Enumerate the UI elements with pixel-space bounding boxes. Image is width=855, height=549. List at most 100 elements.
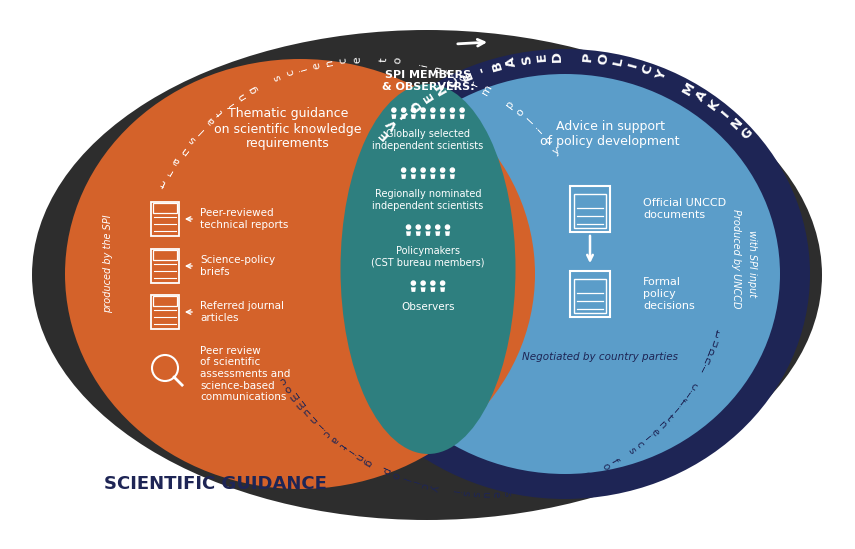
Text: f: f [677,398,687,408]
Circle shape [421,281,425,285]
Text: C: C [640,63,656,76]
Polygon shape [430,114,435,119]
Polygon shape [440,175,445,179]
Polygon shape [411,175,416,179]
Text: i: i [535,126,545,135]
Ellipse shape [320,49,810,499]
Text: a: a [204,115,216,126]
Polygon shape [401,114,406,119]
Text: -: - [475,65,489,74]
Text: s: s [186,134,198,145]
Text: i: i [683,390,692,400]
Circle shape [392,108,396,112]
Text: Science-policy
briefs: Science-policy briefs [200,255,275,277]
Text: n: n [702,356,712,368]
Text: l: l [526,116,535,126]
Text: n: n [657,419,668,432]
Text: Observers: Observers [401,302,455,312]
Text: E: E [375,126,391,142]
Polygon shape [460,114,464,119]
Polygon shape [450,114,455,119]
Text: B: B [489,59,504,72]
Text: E: E [460,68,475,82]
Text: o: o [282,382,293,394]
Text: i: i [522,489,532,494]
Circle shape [426,225,430,229]
Text: p: p [504,98,516,110]
Text: S: S [520,53,534,65]
Text: s: s [626,446,637,456]
Text: with SPI input: with SPI input [747,231,757,298]
Circle shape [411,108,416,112]
Text: O: O [596,52,610,65]
Text: i: i [642,434,652,443]
Text: y: y [428,484,439,492]
Polygon shape [450,175,455,179]
Circle shape [411,168,416,172]
Text: C: C [446,74,462,88]
Ellipse shape [350,74,780,474]
Text: f: f [609,457,619,466]
Text: i: i [420,63,430,68]
Text: a: a [327,434,339,445]
Text: t: t [379,57,389,62]
Text: Referred journal
articles: Referred journal articles [200,301,284,323]
Text: i: i [345,447,355,456]
Text: D: D [551,51,564,62]
Text: p: p [705,347,716,358]
Text: produced by the SPI: produced by the SPI [103,215,113,313]
Ellipse shape [32,30,822,520]
Text: e: e [491,491,501,497]
Circle shape [431,281,435,285]
Polygon shape [421,287,426,292]
Polygon shape [435,231,440,236]
Text: e: e [311,60,322,70]
Circle shape [421,108,425,112]
Circle shape [440,168,445,172]
Polygon shape [430,175,435,179]
Text: n: n [178,144,190,156]
Polygon shape [411,114,416,119]
Text: e: e [562,478,573,486]
Circle shape [451,168,455,172]
Text: Y: Y [654,68,670,82]
Circle shape [440,108,445,112]
Text: V: V [385,115,401,132]
Text: Produced by UNCCD: Produced by UNCCD [731,209,741,309]
Text: r: r [470,79,481,88]
Text: Advice in support
of policy development: Advice in support of policy development [540,120,680,148]
Text: I: I [627,61,640,69]
Text: m: m [481,82,494,97]
Polygon shape [440,114,445,119]
Text: t: t [215,107,226,116]
Text: Official UNCCD
documents: Official UNCCD documents [643,198,726,220]
Circle shape [402,108,406,112]
Text: t: t [714,329,721,340]
Text: t: t [664,413,674,423]
Text: Formal
policy
decisions: Formal policy decisions [643,277,695,311]
Text: Negotiated by country parties: Negotiated by country parties [522,352,678,362]
Text: u: u [481,491,491,497]
Polygon shape [401,175,406,179]
Text: a: a [171,154,182,166]
Polygon shape [440,287,445,292]
Text: g: g [247,83,260,95]
Polygon shape [421,114,426,119]
Ellipse shape [65,59,535,489]
Text: e: e [351,55,363,63]
Text: L: L [611,56,626,67]
Text: SCIENTIFIC GUIDANCE: SCIENTIFIC GUIDANCE [103,475,327,493]
Polygon shape [392,114,397,119]
Text: n: n [324,58,335,67]
Polygon shape [445,231,450,236]
Circle shape [436,225,439,229]
Circle shape [445,225,450,229]
Text: c: c [418,481,429,489]
Text: c: c [321,428,332,439]
Text: A: A [504,55,519,68]
Text: n: n [236,91,248,102]
Text: s: s [272,73,284,82]
Text: y: y [551,145,563,156]
Text: s: s [501,490,511,496]
Text: i: i [699,365,706,376]
